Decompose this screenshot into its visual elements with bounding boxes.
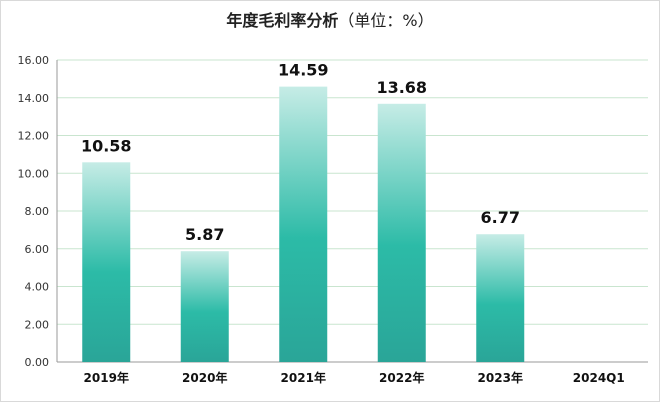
bar [377, 103, 426, 362]
chart-title-text: 年度毛利率分析 [226, 11, 339, 30]
y-tick-label: 16.00 [18, 54, 50, 67]
grid-lines [57, 59, 648, 325]
data-label: 5.87 [185, 225, 224, 244]
y-tick-label: 0.00 [25, 356, 50, 369]
y-tick-label: 8.00 [25, 205, 50, 218]
y-tick-label: 12.00 [18, 130, 50, 143]
bars [82, 86, 525, 363]
bar [476, 234, 525, 362]
x-category-label: 2020年 [182, 370, 227, 385]
data-label: 14.59 [278, 61, 329, 80]
y-tick-label: 10.00 [18, 167, 50, 180]
axes: 0.00 2.00 4.00 6.00 8.00 10.00 12.00 14.00 16.00 [18, 54, 648, 369]
data-label: 10.58 [81, 136, 132, 155]
y-tick-label: 2.00 [25, 318, 50, 331]
y-tick-label: 4.00 [25, 281, 50, 294]
x-category-label: 2024Q1 [573, 371, 625, 385]
x-category-label: 2021年 [281, 370, 326, 385]
y-tick-label: 14.00 [18, 92, 50, 105]
bar [82, 162, 131, 362]
data-label: 6.77 [481, 208, 520, 227]
labels: 2019年 10.58 2020年 5.87 2021年 14.59 2022年 13.68 2… [81, 61, 625, 385]
bar [279, 86, 328, 363]
x-category-label: 2023年 [478, 370, 523, 385]
y-tick-label: 6.00 [25, 243, 50, 256]
data-label: 13.68 [376, 78, 427, 97]
x-category-label: 2019年 [84, 370, 129, 385]
chart-title: 年度毛利率分析（单位：%） [0, 7, 660, 31]
chart-unit-note: （单位：%） [338, 11, 434, 30]
x-category-label: 2022年 [379, 370, 424, 385]
bar [180, 251, 229, 362]
